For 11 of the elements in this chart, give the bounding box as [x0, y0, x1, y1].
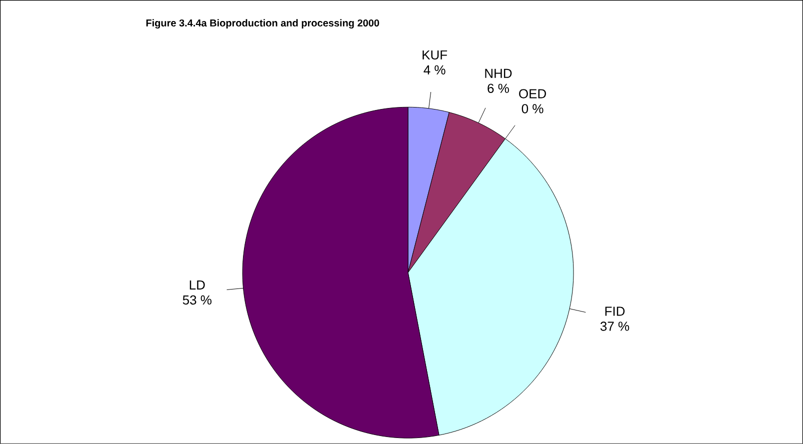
- slice-label: KUF: [422, 50, 448, 60]
- slice-label: LD: [190, 280, 205, 290]
- data-label: 37 %: [600, 322, 630, 331]
- legend-label: FID: [605, 306, 625, 316]
- data-label: 6 %: [488, 84, 509, 93]
- category-label: OED: [519, 89, 546, 98]
- text: 0 %: [522, 104, 544, 114]
- slice-label: NHD: [485, 68, 512, 78]
- chart-title: Figure 3.4.4a Bioproduction and processing 2000: [146, 19, 380, 29]
- data-label: 53 %: [182, 295, 212, 305]
- data-label: 4 %: [424, 65, 446, 74]
